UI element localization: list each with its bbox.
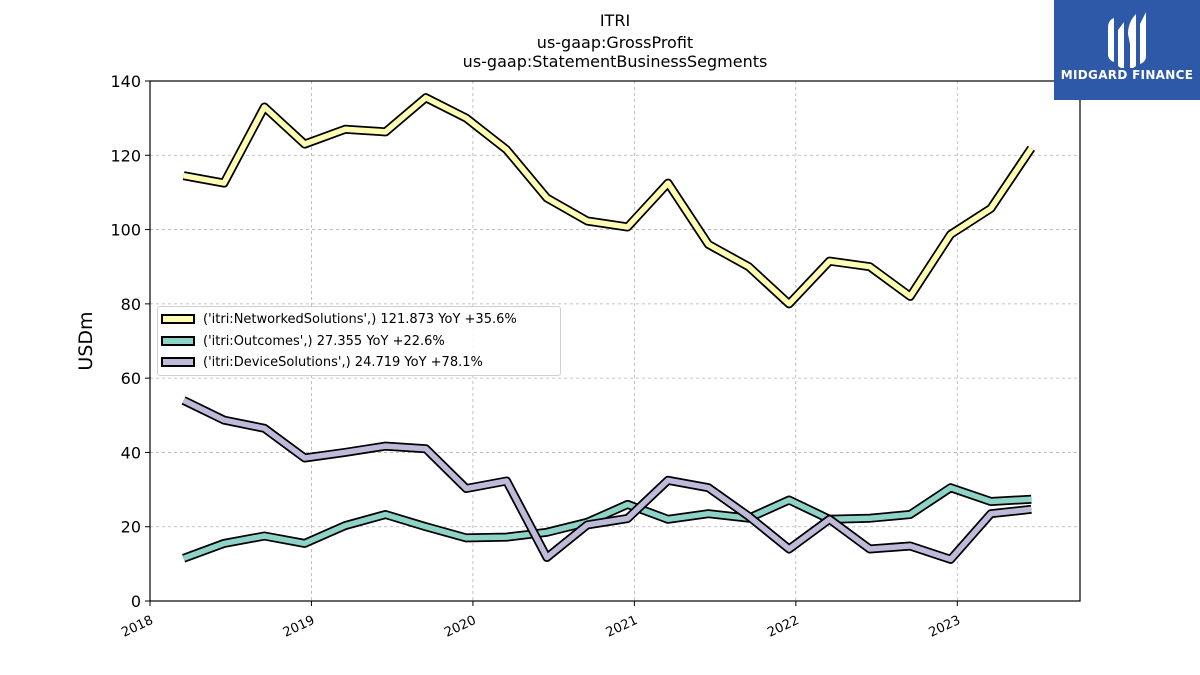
legend-label: ('itri:DeviceSolutions',) 24.719 YoY +78… — [203, 354, 483, 370]
y-axis-label: USDm — [75, 311, 97, 370]
x-tick-label: 2023 — [927, 613, 963, 641]
chart-title-line-2: us-gaap:GrossProfit — [536, 33, 694, 52]
y-tick-label: 80 — [121, 295, 141, 314]
y-tick-label: 40 — [121, 443, 141, 462]
x-tick-label: 2021 — [604, 613, 640, 641]
x-tick-label: 2019 — [281, 613, 317, 641]
series-2-outline — [181, 396, 1032, 564]
series-layer — [181, 93, 1036, 564]
y-tick-label: 100 — [110, 221, 141, 240]
legend-swatch — [161, 314, 195, 324]
y-tick-label: 20 — [121, 518, 141, 537]
y-tick-label: 60 — [121, 369, 141, 388]
series-0-outline — [182, 93, 1036, 309]
logo-text: MIDGARD FINANCE — [1060, 68, 1194, 82]
legend-item-device-solutions: ('itri:DeviceSolutions',) 24.719 YoY +78… — [161, 352, 483, 372]
x-tick-label: 2018 — [119, 613, 155, 641]
x-tick-label: 2020 — [442, 613, 478, 641]
y-tick-label: 140 — [110, 72, 141, 91]
legend-item-outcomes: ('itri:Outcomes',) 27.355 YoY +22.6% — [161, 331, 445, 351]
midgard-logo-mark-icon — [1108, 12, 1146, 68]
legend-swatch — [161, 336, 195, 346]
chart-title-line-3: us-gaap:StatementBusinessSegments — [462, 52, 768, 71]
series-1-line — [182, 484, 1032, 561]
y-tick-label: 0 — [131, 592, 141, 611]
series-2-line — [182, 397, 1032, 563]
legend-item-networked-solutions: ('itri:NetworkedSolutions',) 121.873 YoY… — [161, 309, 517, 329]
chart-title-line-1: ITRI — [599, 11, 631, 30]
midgard-finance-logo: MIDGARD FINANCE — [1054, 0, 1200, 100]
plot-frame — [149, 80, 1081, 602]
legend-label: ('itri:NetworkedSolutions',) 121.873 YoY… — [203, 311, 517, 327]
legend-swatch — [161, 357, 195, 367]
y-tick-label: 120 — [110, 146, 141, 165]
x-tick-label: 2022 — [765, 613, 801, 641]
chart-legend: ('itri:NetworkedSolutions',) 121.873 YoY… — [157, 306, 561, 376]
legend-label: ('itri:Outcomes',) 27.355 YoY +22.6% — [203, 333, 445, 349]
series-0-line — [183, 94, 1034, 307]
